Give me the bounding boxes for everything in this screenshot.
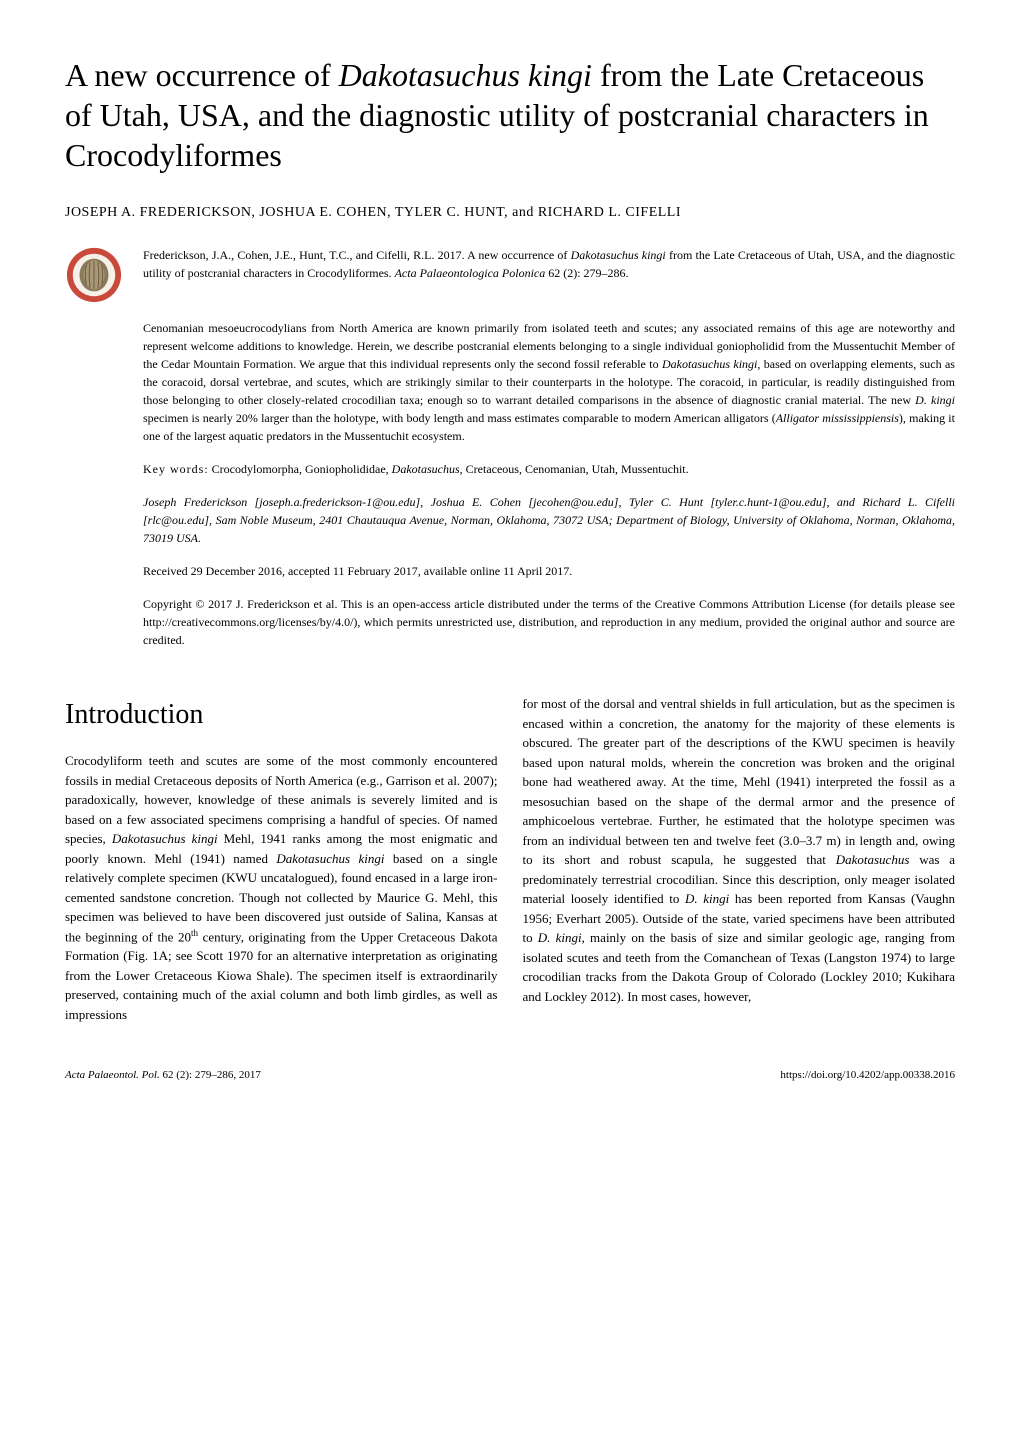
authors-line: JOSEPH A. FREDERICKSON, JOSHUA E. COHEN,… (65, 205, 955, 221)
col1-sup-1: th (191, 928, 198, 938)
abstract: Cenomanian mesoeucrocodylians from North… (143, 319, 955, 445)
title-text-1: A new occurrence of (65, 57, 339, 93)
footer-journal-abbrev: Acta Palaeontol. Pol. (65, 1069, 160, 1081)
author-info: Joseph Frederickson [joseph.a.fredericks… (143, 493, 955, 547)
col1-ital-2: Dakotasuchus kingi (276, 851, 384, 866)
citation-part-3: 62 (2): 279–286. (545, 266, 628, 280)
intro-paragraph-right: for most of the dorsal and ventral shiel… (523, 694, 956, 1006)
right-column: for most of the dorsal and ventral shiel… (523, 694, 956, 1024)
abstract-ital-2: D. kingi (915, 393, 955, 407)
footer-left: Acta Palaeontol. Pol. 62 (2): 279–286, 2… (65, 1069, 261, 1081)
left-column: Introduction Crocodyliform teeth and scu… (65, 694, 498, 1024)
abstract-ital-1: Dakotasuchus kingi (662, 357, 757, 371)
footer-right: https://doi.org/10.4202/app.00338.2016 (780, 1069, 955, 1081)
col2-text-4: , mainly on the basis of size and simila… (523, 930, 956, 1004)
introduction-heading: Introduction (65, 694, 498, 736)
col2-ital-2: D. kingi (685, 891, 729, 906)
keywords-ital-1: Dakotasuchus (392, 462, 460, 476)
page-footer: Acta Palaeontol. Pol. 62 (2): 279–286, 2… (65, 1069, 955, 1081)
citation-row: Frederickson, J.A., Cohen, J.E., Hunt, T… (65, 246, 955, 304)
copyright-notice: Copyright © 2017 J. Frederickson et al. … (143, 595, 955, 649)
abstract-text-3: specimen is nearly 20% larger than the h… (143, 411, 776, 425)
title-italic-1: Dakotasuchus kingi (339, 57, 592, 93)
col1-ital-1: Dakotasuchus kingi (112, 831, 218, 846)
col2-ital-1: Dakotasuchus (836, 852, 910, 867)
citation-ital-2: Acta Palaeontologica Polonica (395, 266, 546, 280)
col2-ital-3: D. kingi (538, 930, 582, 945)
body-columns: Introduction Crocodyliform teeth and scu… (65, 694, 955, 1024)
abstract-ital-3: Alligator mississippiensis (776, 411, 899, 425)
keywords-text-2: , Cretaceous, Cenomanian, Utah, Mussentu… (460, 462, 689, 476)
intro-paragraph-left: Crocodyliform teeth and scutes are some … (65, 751, 498, 1024)
article-title: A new occurrence of Dakotasuchus kingi f… (65, 55, 955, 175)
journal-logo (65, 246, 123, 304)
col2-text-1: for most of the dorsal and ventral shiel… (523, 696, 956, 867)
keywords-text-1: Crocodylomorpha, Goniopholididae, (209, 462, 392, 476)
citation-text: Frederickson, J.A., Cohen, J.E., Hunt, T… (143, 246, 955, 282)
footer-issue-info: 62 (2): 279–286, 2017 (160, 1069, 261, 1081)
received-dates: Received 29 December 2016, accepted 11 F… (143, 562, 955, 580)
citation-part-1: Frederickson, J.A., Cohen, J.E., Hunt, T… (143, 248, 571, 262)
keywords-label: Key words: (143, 462, 209, 476)
keywords: Key words: Crocodylomorpha, Goniopholidi… (143, 460, 955, 478)
citation-ital-1: Dakotasuchus kingi (571, 248, 666, 262)
